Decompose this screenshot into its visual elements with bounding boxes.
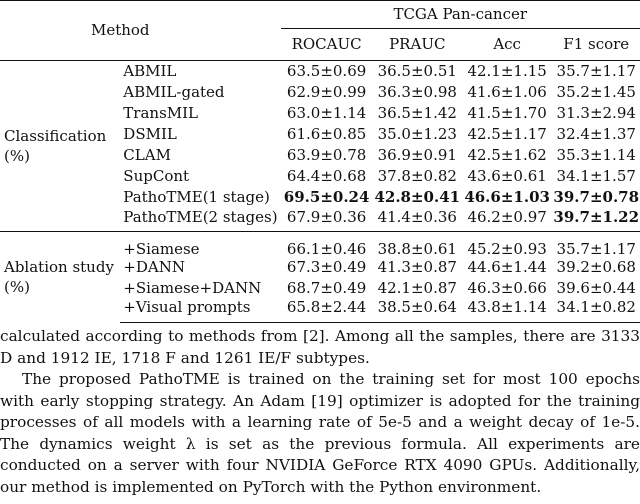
cell-f1: 35.7±1.17 xyxy=(552,231,640,257)
method-name: +DANN xyxy=(123,257,185,276)
group-label-unit: (%) xyxy=(4,278,30,297)
cell-prauc: 36.5±1.42 xyxy=(377,103,457,122)
cell-f1: 35.7±1.17 xyxy=(552,60,640,82)
cell-prauc: 35.0±1.23 xyxy=(377,124,457,143)
cell-prauc: 38.8±0.61 xyxy=(372,231,462,257)
cell-f1: 39.2±0.68 xyxy=(556,257,636,276)
method-name: PathoTME(2 stages) xyxy=(123,207,278,226)
body-text: calculated according to methods from [2]… xyxy=(0,326,640,498)
cell-acc: 43.6±0.61 xyxy=(467,166,547,185)
cell-acc: 42.5±1.17 xyxy=(467,124,547,143)
cell-f1: 32.4±1.37 xyxy=(556,124,636,143)
method-name: +Siamese+DANN xyxy=(123,278,262,297)
method-header: Method xyxy=(0,0,281,61)
cell-prauc: 36.9±0.91 xyxy=(377,145,457,164)
cell-acc: 41.6±1.06 xyxy=(467,82,547,101)
cell-f1: 34.1±0.82 xyxy=(552,298,640,323)
cell-acc: 42.5±1.62 xyxy=(467,145,547,164)
method-name: PathoTME(1 stage) xyxy=(123,187,270,206)
dataset-header: TCGA Pan-cancer xyxy=(280,0,640,29)
cell-prauc-best: 42.8±0.41 xyxy=(374,187,461,206)
cell-rocauc: 66.1±0.46 xyxy=(280,231,373,257)
cell-rocauc: 68.7±0.49 xyxy=(286,278,367,297)
cell-acc: 43.8±1.14 xyxy=(461,298,553,323)
cell-rocauc: 61.6±0.85 xyxy=(286,124,367,143)
cell-prauc: 37.8±0.82 xyxy=(377,166,457,185)
cell-acc: 46.2±0.97 xyxy=(467,207,547,226)
cell-acc: 45.2±0.93 xyxy=(461,231,553,257)
method-name: +Visual prompts xyxy=(120,298,281,323)
cell-rocauc: 64.4±0.68 xyxy=(286,166,367,185)
cell-f1-best: 39.7±0.78 xyxy=(553,187,640,206)
method-name: SupCont xyxy=(123,166,190,185)
cell-rocauc: 63.9±0.78 xyxy=(286,145,367,164)
group-label-line: Classification xyxy=(4,126,107,145)
method-name: TransMIL xyxy=(123,103,199,122)
cell-f1: 39.6±0.44 xyxy=(556,278,636,297)
results-table: Method TCGA Pan-cancer ROCAUC PRAUC Acc … xyxy=(0,0,640,323)
cell-prauc: 36.3±0.98 xyxy=(377,82,457,101)
method-name: ABMIL-gated xyxy=(123,82,225,101)
cell-f1-best: 39.7±1.22 xyxy=(553,207,640,226)
method-name: DSMIL xyxy=(123,124,177,143)
metric-header-acc: Acc xyxy=(461,28,553,61)
group-label-line: Ablation study xyxy=(4,258,114,276)
cell-acc-best: 46.6±1.03 xyxy=(464,187,550,206)
cell-prauc: 41.4±0.36 xyxy=(377,207,457,226)
metric-header-rocauc: ROCAUC xyxy=(280,28,373,61)
cell-rocauc: 67.3±0.49 xyxy=(286,257,367,276)
cell-prauc: 36.5±0.51 xyxy=(372,60,462,82)
method-name: +Siamese xyxy=(120,231,281,257)
cell-acc: 42.1±1.15 xyxy=(461,60,553,82)
metric-header-f1: F1 score xyxy=(552,28,640,61)
method-name: ABMIL xyxy=(120,60,281,82)
paragraph: The proposed PathoTME is trained on the … xyxy=(0,370,640,496)
cell-prauc: 42.1±0.87 xyxy=(377,278,457,297)
group-label-ablation: Ablation study (%) xyxy=(0,231,121,323)
cell-acc: 41.5±1.70 xyxy=(467,103,547,122)
cell-rocauc: 67.9±0.36 xyxy=(286,207,367,226)
cell-f1: 31.3±2.94 xyxy=(556,103,636,122)
cell-prauc: 38.5±0.64 xyxy=(372,298,462,323)
cell-f1: 35.3±1.14 xyxy=(556,145,636,164)
cell-prauc: 41.3±0.87 xyxy=(377,257,457,276)
group-label-classification: Classification (%) xyxy=(0,60,121,232)
cell-rocauc: 63.5±0.69 xyxy=(280,60,373,82)
cell-rocauc: 63.0±1.14 xyxy=(286,103,367,122)
cell-f1: 34.1±1.57 xyxy=(556,166,636,185)
cell-rocauc: 62.9±0.99 xyxy=(286,82,367,101)
paragraph: calculated according to methods from [2]… xyxy=(0,327,640,367)
group-label-unit: (%) xyxy=(4,147,30,165)
method-name: CLAM xyxy=(123,145,171,164)
cell-rocauc: 65.8±2.44 xyxy=(280,298,373,323)
cell-rocauc-best: 69.5±0.24 xyxy=(283,187,370,206)
metric-header-prauc: PRAUC xyxy=(372,28,462,61)
cell-acc: 46.3±0.66 xyxy=(467,278,547,297)
cell-acc: 44.6±1.44 xyxy=(467,257,547,276)
cell-f1: 35.2±1.45 xyxy=(556,82,636,101)
